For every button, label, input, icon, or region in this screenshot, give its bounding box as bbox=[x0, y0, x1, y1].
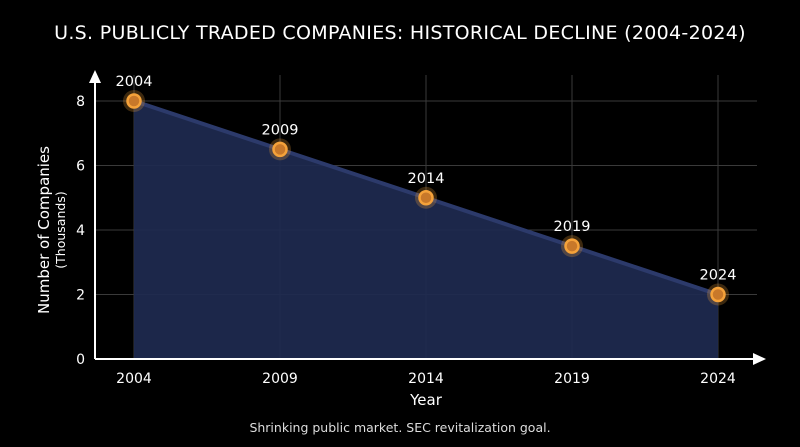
tick-labels: 0 2 4 6 8 2004 2009 2014 2019 2024 bbox=[76, 94, 736, 387]
data-point bbox=[272, 141, 288, 158]
x-tick-label: 2014 bbox=[408, 371, 444, 387]
x-tick-label: 2024 bbox=[700, 371, 736, 387]
data-markers: 2004 2009 2014 2019 2024 bbox=[116, 74, 737, 306]
data-point bbox=[418, 190, 434, 206]
y-tick-label: 6 bbox=[76, 159, 85, 175]
y-axis-arrow-icon bbox=[89, 70, 101, 83]
y-tick-label: 4 bbox=[76, 223, 85, 239]
x-axis-label: Year bbox=[409, 391, 443, 409]
chart-title: U.S. PUBLICLY TRADED COMPANIES: HISTORIC… bbox=[54, 22, 746, 44]
point-label: 2024 bbox=[700, 268, 737, 284]
y-tick-label: 8 bbox=[76, 94, 85, 110]
point-label: 2014 bbox=[408, 171, 445, 187]
x-tick-label: 2009 bbox=[262, 371, 298, 387]
y-axis-label: Number of Companies bbox=[35, 146, 53, 314]
axis-layer bbox=[89, 70, 766, 365]
point-label: 2019 bbox=[554, 219, 591, 235]
y-tick-label: 0 bbox=[76, 352, 85, 368]
x-axis-arrow-icon bbox=[753, 353, 766, 365]
y-axis-sublabel: (Thousands) bbox=[53, 191, 68, 268]
point-label: 2009 bbox=[262, 122, 299, 138]
data-point bbox=[564, 238, 580, 254]
data-point bbox=[126, 93, 142, 109]
area-fill bbox=[134, 101, 718, 359]
y-tick-label: 2 bbox=[76, 288, 85, 304]
point-label: 2004 bbox=[116, 74, 153, 90]
x-tick-label: 2004 bbox=[116, 371, 152, 387]
chart-caption: Shrinking public market. SEC revitalizat… bbox=[249, 420, 551, 435]
x-tick-label: 2019 bbox=[554, 371, 590, 387]
data-point bbox=[710, 286, 726, 303]
